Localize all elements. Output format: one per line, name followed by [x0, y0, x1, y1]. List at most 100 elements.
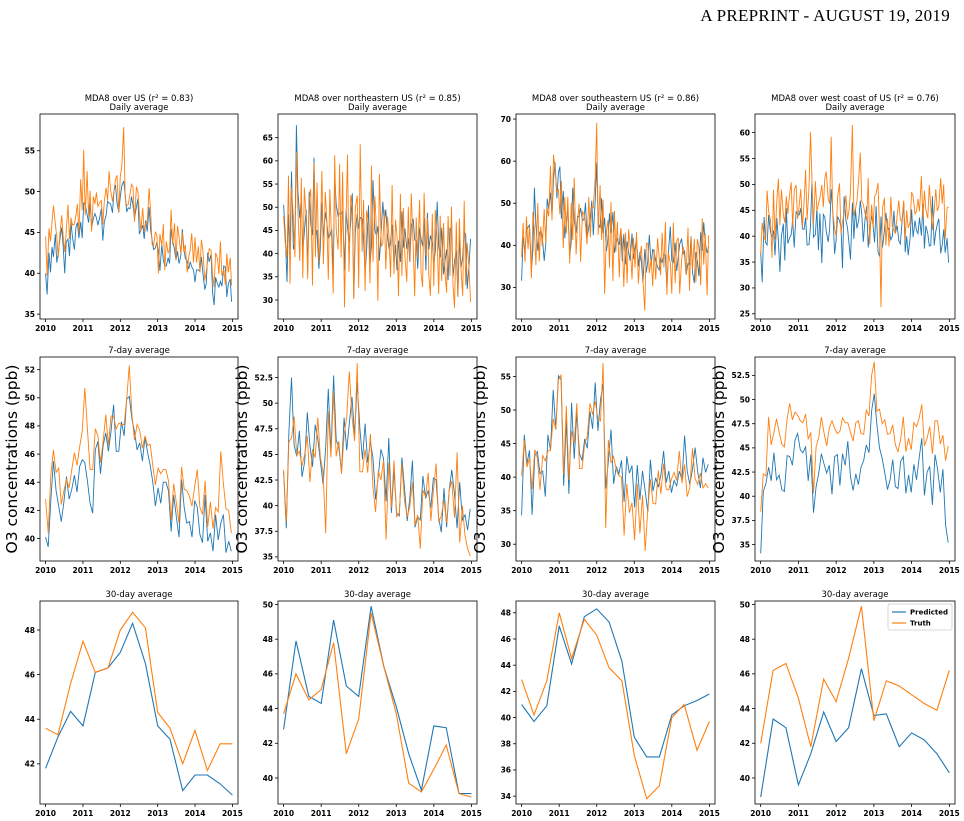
- y-tick-label: 55: [501, 372, 511, 381]
- y-tick-label: 30: [501, 540, 511, 549]
- y-tick-label: 40: [740, 232, 750, 241]
- y-tick-label: 46: [263, 670, 273, 679]
- x-tick-label: 2010: [273, 809, 294, 818]
- series-line-predicted: [760, 181, 950, 283]
- y-axis-label: O3 concentrations (ppb): [233, 365, 251, 554]
- y-tick-label: 40: [25, 534, 35, 543]
- y-tick-label: 50: [740, 395, 750, 404]
- y-tick-label: 65: [263, 133, 273, 142]
- y-tick-label: 46: [740, 670, 750, 679]
- y-tick-label: 55: [25, 147, 35, 156]
- y-tick-label: 52.5: [254, 373, 273, 382]
- y-tick-label: 47.5: [731, 420, 750, 429]
- y-tick-label: 40: [263, 774, 273, 783]
- x-tick-label: 2010: [273, 566, 294, 575]
- y-tick-label: 44: [740, 704, 750, 713]
- axes-frame: [515, 113, 716, 320]
- x-tick-label: 2015: [461, 566, 482, 575]
- series-line-truth: [521, 362, 709, 551]
- x-tick-label: 2013: [386, 566, 407, 575]
- y-tick-label: 42: [740, 739, 750, 748]
- x-tick-label: 2015: [222, 566, 243, 575]
- y-tick-label: 45: [263, 226, 273, 235]
- y-tick-label: 35: [25, 310, 35, 319]
- x-tick-label: 2011: [311, 324, 332, 333]
- panel-1-3: 7-day average 35 37.5 40 42.5 45 47.5 50 52.5 201…: [710, 346, 960, 575]
- y-tick-label: 30: [740, 284, 750, 293]
- x-tick-label: 2010: [750, 566, 771, 575]
- x-tick-label: 2013: [386, 324, 407, 333]
- series-line-predicted: [760, 393, 949, 554]
- series-line-truth: [45, 611, 233, 773]
- y-axis-label: O3 concentrations (ppb): [3, 365, 21, 554]
- x-tick-label: 2011: [73, 566, 94, 575]
- x-tick-label: 2014: [185, 566, 206, 575]
- series-line-truth: [760, 606, 950, 747]
- x-tick-label: 2014: [185, 809, 206, 818]
- y-tick-label: 35: [740, 258, 750, 267]
- y-tick-label: 46: [501, 635, 511, 644]
- y-tick-label: 40: [740, 492, 750, 501]
- x-tick-label: 2015: [699, 324, 720, 333]
- series-line-predicted: [45, 395, 232, 553]
- y-tick-label: 50: [501, 406, 511, 415]
- x-tick-label: 2011: [788, 324, 809, 333]
- x-tick-label: 2012: [826, 809, 847, 818]
- x-tick-label: 2015: [222, 809, 243, 818]
- x-tick-label: 2012: [586, 324, 607, 333]
- panel-title: 30-day average: [344, 590, 411, 600]
- x-tick-label: 2011: [73, 809, 94, 818]
- axes-frame: [39, 113, 239, 320]
- y-tick-label: 40: [501, 713, 511, 722]
- y-tick-label: 50: [263, 203, 273, 212]
- y-tick-label: 50: [740, 180, 750, 189]
- panel-title: 7-day average: [824, 346, 886, 356]
- x-tick-label: 2014: [661, 324, 682, 333]
- y-tick-label: 40: [501, 473, 511, 482]
- y-tick-label: 50: [25, 187, 35, 196]
- x-tick-label: 2013: [624, 809, 645, 818]
- y-tick-label: 37.5: [254, 527, 273, 536]
- x-tick-label: 2013: [624, 566, 645, 575]
- x-tick-label: 2012: [348, 324, 369, 333]
- y-tick-label: 48: [501, 609, 511, 618]
- axes-frame: [39, 600, 239, 805]
- y-tick-label: 44: [263, 704, 273, 713]
- y-tick-label: 50: [501, 199, 511, 208]
- series-line-truth: [45, 365, 232, 533]
- x-tick-label: 2012: [110, 324, 131, 333]
- x-tick-label: 2015: [222, 324, 243, 333]
- x-tick-label: 2012: [586, 809, 607, 818]
- y-tick-label: 52.5: [731, 371, 750, 380]
- x-tick-label: 2013: [863, 566, 884, 575]
- y-tick-label: 45: [501, 439, 511, 448]
- series-line-truth: [45, 127, 233, 288]
- y-tick-label: 34: [501, 792, 511, 801]
- axes-frame: [754, 600, 956, 805]
- x-tick-label: 2015: [699, 809, 720, 818]
- x-tick-label: 2010: [511, 324, 532, 333]
- x-tick-label: 2013: [863, 809, 884, 818]
- axes-frame: [277, 600, 478, 805]
- panel-title: 30-day average: [821, 590, 888, 600]
- x-tick-label: 2010: [35, 566, 56, 575]
- panel-title: MDA8 over southeastern US (r² = 0.86): [532, 94, 699, 104]
- x-tick-label: 2014: [901, 324, 922, 333]
- y-tick-label: 70: [501, 115, 511, 124]
- x-tick-label: 2013: [147, 324, 168, 333]
- y-tick-label: 55: [740, 154, 750, 163]
- x-tick-label: 2012: [110, 809, 131, 818]
- series-line-predicted: [760, 668, 950, 798]
- x-tick-label: 2014: [423, 809, 444, 818]
- y-tick-label: 40: [263, 249, 273, 258]
- x-tick-label: 2012: [826, 324, 847, 333]
- y-tick-label: 48: [25, 422, 35, 431]
- y-tick-label: 42: [25, 760, 35, 769]
- y-tick-label: 46: [25, 670, 35, 679]
- series-line-truth: [283, 144, 472, 308]
- y-tick-label: 52: [25, 365, 35, 374]
- series-line-truth: [521, 612, 710, 800]
- y-tick-label: 35: [263, 553, 273, 562]
- y-axis-label: O3 concentrations (ppb): [471, 365, 489, 554]
- panel-1-1: 7-day average 35 37.5 40 42.5 45 47.5 50 52.5 201…: [233, 346, 482, 575]
